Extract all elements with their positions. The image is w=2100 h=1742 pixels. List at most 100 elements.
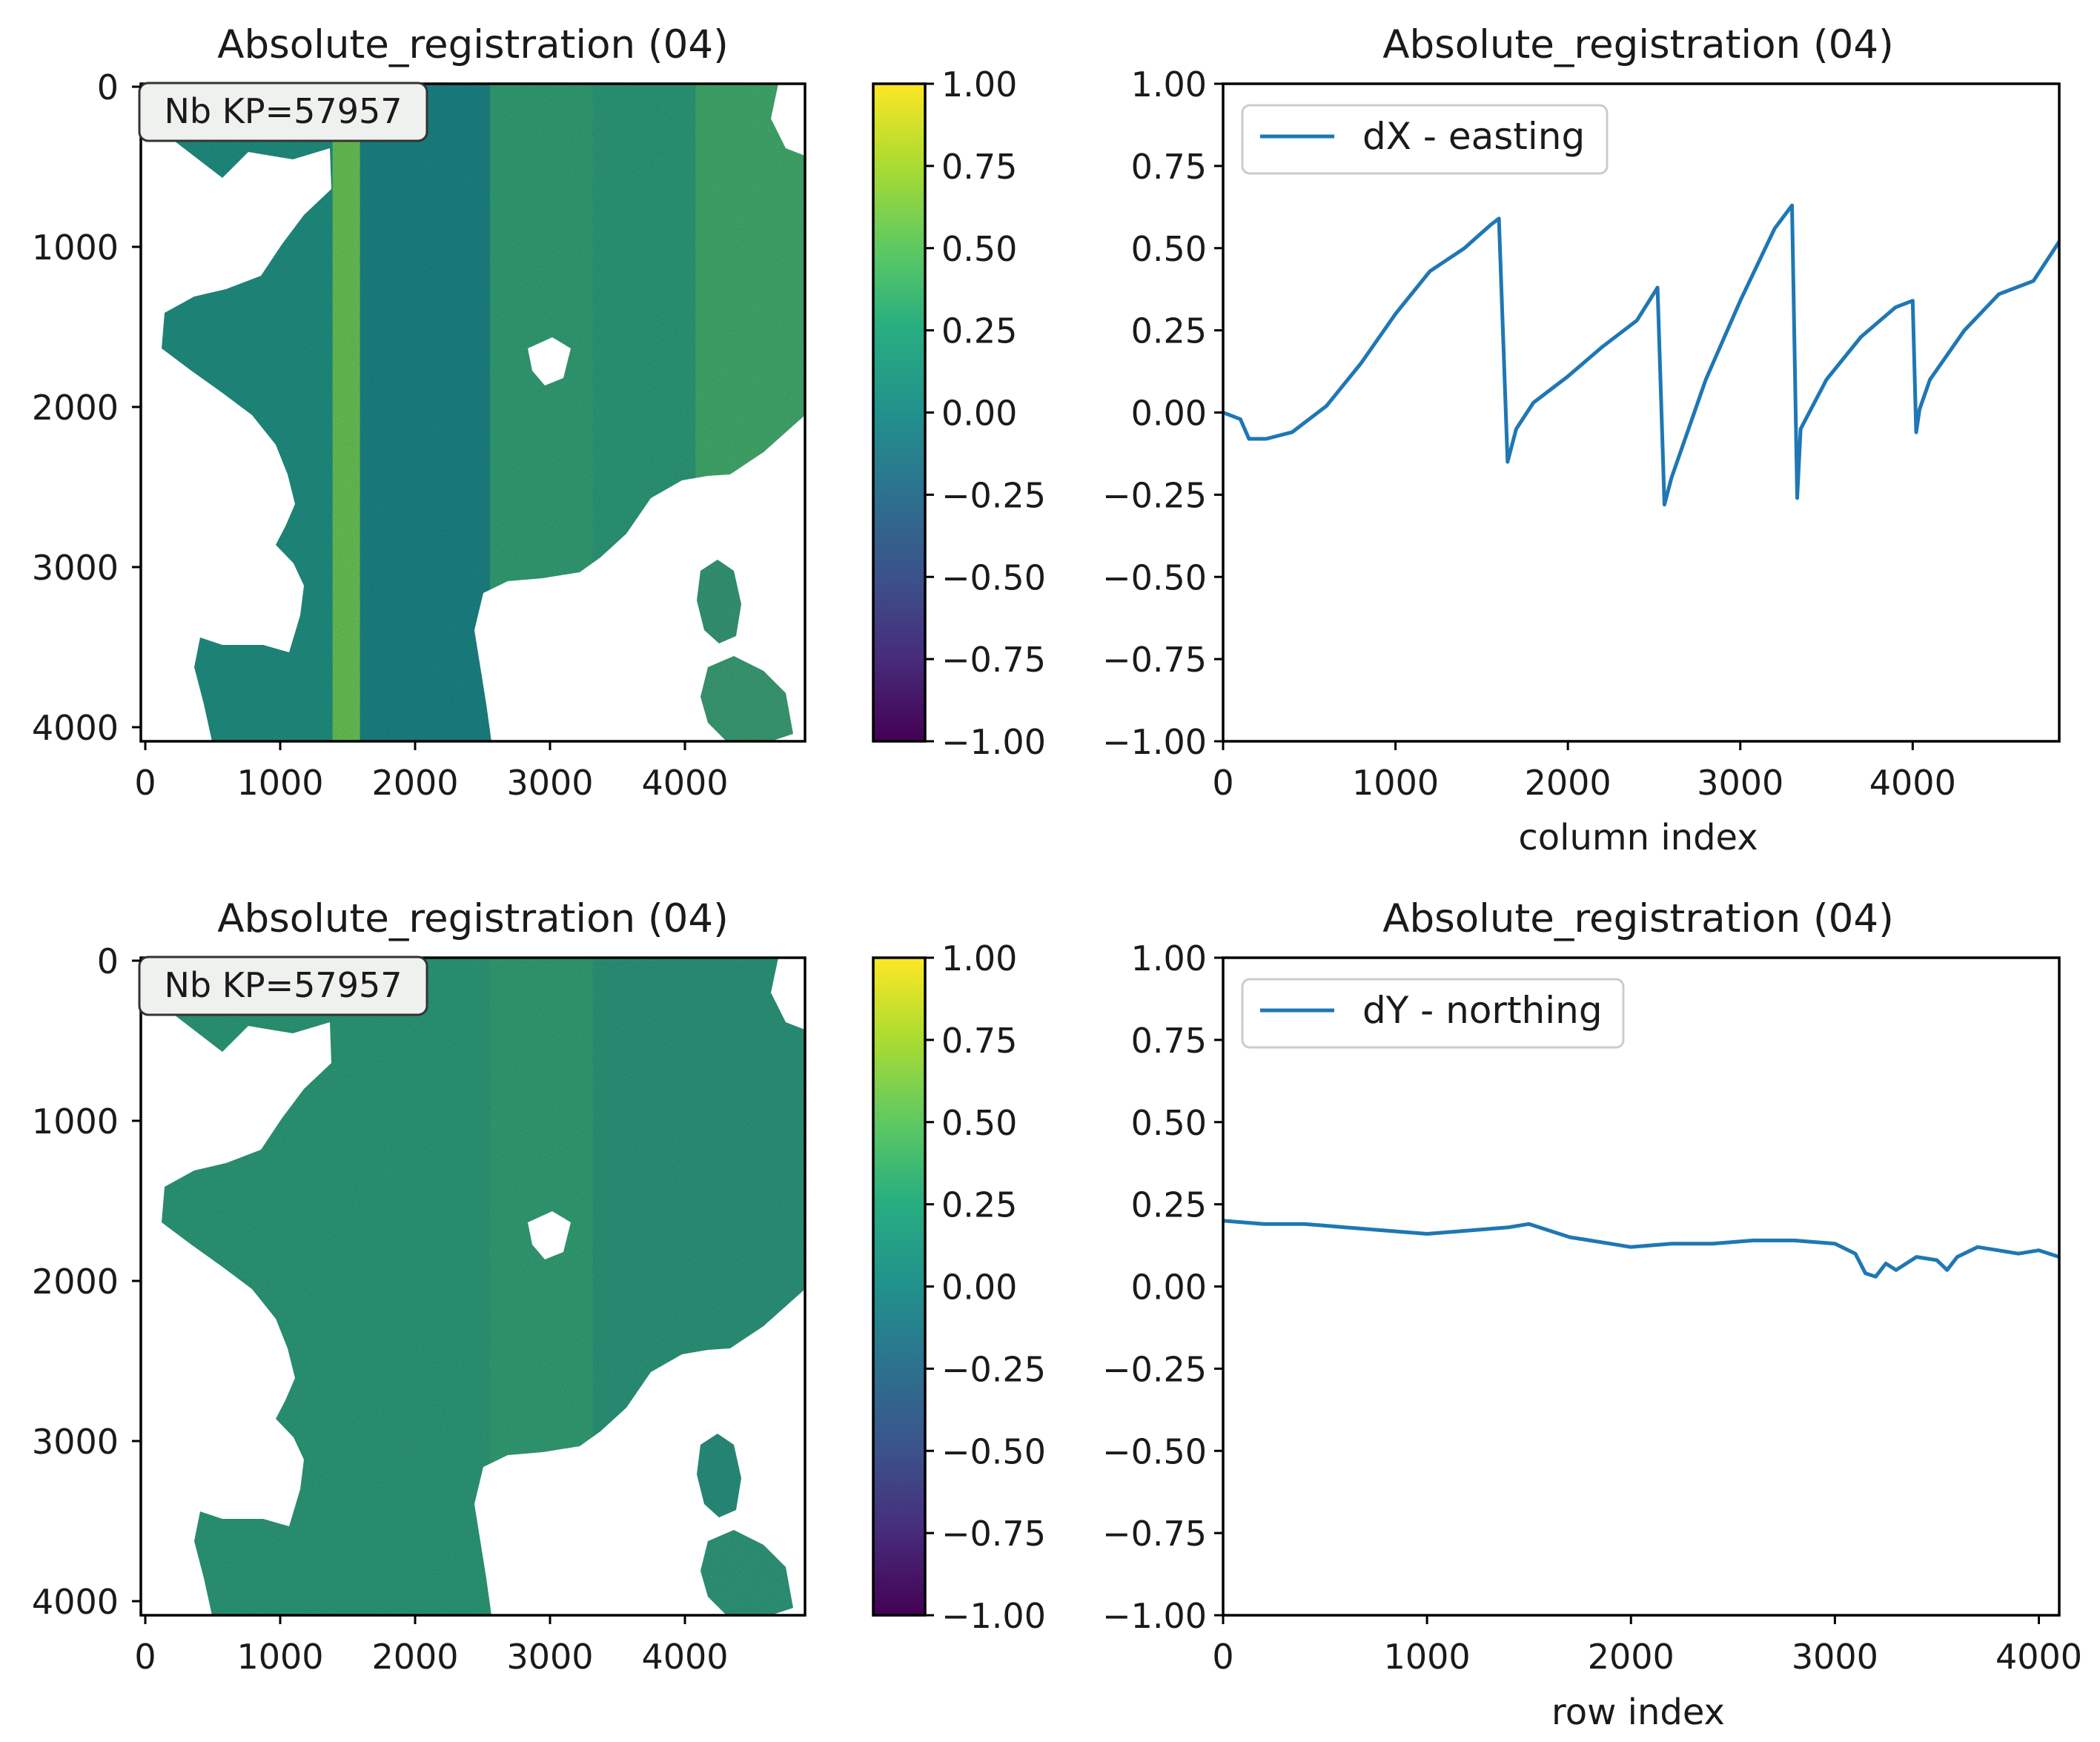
- map-dx-title: Absolute_registration (04): [217, 22, 729, 67]
- map-dx-ytick-label: 0: [97, 67, 119, 107]
- profile-dy-xtick-label: 4000: [1995, 1637, 2082, 1677]
- profile-dx-ytick-label: 0.50: [1131, 229, 1207, 269]
- map-dy-xtick-label: 4000: [641, 1637, 728, 1677]
- colorbar-dx-ticks: 1.00 0.75 0.50 0.25 0.00 −0.25 −0.50 −0.75 −1.00: [925, 64, 1046, 762]
- profile-dy-ytick-label: 0.00: [1131, 1268, 1207, 1308]
- map-dx-ytick-label: 2000: [32, 388, 119, 428]
- colorbar-tick-label: 0.25: [941, 311, 1017, 351]
- map-dy-xtick-label: 1000: [236, 1637, 323, 1677]
- map-band: [332, 84, 361, 741]
- map-dx-frame: [139, 82, 806, 743]
- profile-dy-xtick-label: 0: [1212, 1637, 1233, 1677]
- profile-dy-title: Absolute_registration (04): [1382, 896, 1894, 941]
- map-dx-annotation: Nb KP=57957: [138, 82, 428, 142]
- colorbar-tick-label: 0.50: [941, 229, 1017, 269]
- profile-dx-series-line: [1223, 203, 2059, 507]
- map-dy-annotation: Nb KP=57957: [138, 956, 428, 1016]
- panel-map-dy: Absolute_registration (04) Nb KP=57957: [32, 896, 806, 1677]
- map-dx-xtick-label: 2000: [371, 763, 458, 803]
- map-dy-nodata-mask: [141, 958, 805, 1615]
- map-dx-ytick-label: 1000: [32, 228, 119, 268]
- map-dx-islands: [697, 560, 793, 741]
- profile-dx-xtick-label: 2000: [1525, 763, 1612, 803]
- map-dx-xtick-label: 1000: [236, 763, 323, 803]
- profile-dy-ytick-label: 0.25: [1131, 1185, 1207, 1225]
- colorbar-dy-gradient: [873, 958, 925, 1615]
- map-dx-xtick-label: 3000: [506, 763, 593, 803]
- profile-dy-xtick-label: 1000: [1384, 1637, 1471, 1677]
- map-dy-ytick-label: 0: [97, 941, 119, 981]
- colorbar-tick-label: −0.50: [941, 1431, 1046, 1471]
- profile-dy-xtick-label: 3000: [1792, 1637, 1878, 1677]
- profile-dx-xtick-label: 4000: [1869, 763, 1956, 803]
- profile-dx-frame: [1222, 82, 2061, 743]
- profile-dx-ytick-label: −0.75: [1102, 640, 1207, 680]
- profile-dy-ytick-label: −0.75: [1102, 1514, 1207, 1554]
- profile-dx-legend: dX - easting: [1241, 104, 1609, 175]
- colorbar-tick-label: 0.75: [941, 147, 1017, 187]
- map-dy-xtick-label: 2000: [371, 1637, 458, 1677]
- colorbar-tick-label: −0.25: [941, 475, 1046, 515]
- map-dy-ytick-label: 4000: [32, 1582, 119, 1622]
- profile-dx-ytick-label: 0.75: [1131, 147, 1207, 187]
- map-dy-image: [141, 958, 805, 1615]
- map-dx-yticks: 0 1000 2000 3000 4000: [32, 67, 141, 748]
- colorbar-tick-label: −0.75: [941, 1514, 1046, 1554]
- map-dx-xtick-label: 4000: [641, 763, 728, 803]
- profile-dx-xticks: 0 1000 2000 3000 4000: [1212, 741, 1956, 803]
- colorbar-dy-ticks: 1.00 0.75 0.50 0.25 0.00 −0.25 −0.50 −0.75 −1.00: [925, 938, 1046, 1636]
- colorbar-tick-label: 1.00: [941, 64, 1017, 105]
- map-dx-xticks: 0 1000 2000 3000 4000: [134, 741, 729, 803]
- legend-dx-label: dX - easting: [1362, 115, 1585, 158]
- profile-dy-xtick-label: 2000: [1588, 1637, 1675, 1677]
- map-dx-ytick-label: 4000: [32, 708, 119, 748]
- colorbar-tick-label: 0.50: [941, 1103, 1017, 1143]
- profile-dy-ytick-label: 0.50: [1131, 1103, 1207, 1143]
- map-dx-nodata-mask: [141, 84, 805, 741]
- colorbar-tick-label: −0.50: [941, 557, 1046, 597]
- panel-profile-dy: Absolute_registration (04) 1.00 0.75 0.50 0…: [1102, 896, 2082, 1733]
- profile-dy-xlabel: row index: [1551, 1692, 1725, 1733]
- colorbar-dx: 1.00 0.75 0.50 0.25 0.00 −0.25 −0.50 −0.75 −1.00: [872, 64, 1046, 762]
- map-dy-frame: [139, 956, 806, 1617]
- profile-dy-yticks: 1.00 0.75 0.50 0.25 0.00 −0.25 −0.50 −0.75 −1.00: [1102, 938, 1223, 1636]
- profile-dx-title: Absolute_registration (04): [1382, 22, 1894, 67]
- colorbar-tick-label: −0.75: [941, 640, 1046, 680]
- map-dy-title: Absolute_registration (04): [217, 896, 729, 941]
- colorbar-tick-label: 0.75: [941, 1021, 1017, 1061]
- legend-dy-label: dY - northing: [1362, 989, 1603, 1032]
- map-dy-ytick-label: 2000: [32, 1262, 119, 1302]
- map-dx-xtick-label: 0: [134, 763, 156, 803]
- map-dy-xtick-label: 0: [134, 1637, 156, 1677]
- map-dx-kp-label: Nb KP=57957: [164, 91, 402, 131]
- map-dy-xtick-label: 3000: [506, 1637, 593, 1677]
- colorbar-tick-label: 0.25: [941, 1185, 1017, 1225]
- colorbar-tick-label: −1.00: [941, 722, 1046, 762]
- profile-dy-ytick-label: 1.00: [1131, 938, 1207, 978]
- panel-map-dx: Absolute_registration (04) Nb KP=57957: [32, 22, 806, 803]
- profile-dy-legend: dY - northing: [1241, 978, 1625, 1049]
- map-dy-ytick-label: 1000: [32, 1102, 119, 1142]
- profile-dy-ytick-label: −0.50: [1102, 1431, 1207, 1471]
- panel-profile-dx: Absolute_registration (04) 1.00 0.75 0.50 0…: [1102, 22, 2061, 858]
- profile-dx-ytick-label: −0.50: [1102, 557, 1207, 597]
- map-dx-ytick-label: 3000: [32, 548, 119, 588]
- profile-dy-xticks: 0 1000 2000 3000 4000: [1212, 1615, 2082, 1677]
- map-dy-xticks: 0 1000 2000 3000 4000: [134, 1615, 729, 1677]
- colorbar-tick-label: 1.00: [941, 938, 1017, 978]
- profile-dx-xtick-label: 1000: [1352, 763, 1439, 803]
- profile-dy-frame: [1222, 956, 2061, 1617]
- profile-dy-ytick-label: −0.25: [1102, 1349, 1207, 1389]
- map-dy-islands: [697, 1434, 793, 1615]
- colorbar-tick-label: 0.00: [941, 394, 1017, 434]
- colorbar-tick-label: 0.00: [941, 1268, 1017, 1308]
- profile-dy-series-line: [1223, 1219, 2059, 1279]
- profile-dx-ytick-label: −1.00: [1102, 722, 1207, 762]
- profile-dx-ytick-label: 1.00: [1131, 64, 1207, 105]
- colorbar-dx-gradient: [873, 84, 925, 741]
- map-dy-ytick-label: 3000: [32, 1422, 119, 1462]
- colorbar-tick-label: −0.25: [941, 1349, 1046, 1389]
- profile-dx-xtick-label: 3000: [1697, 763, 1783, 803]
- profile-dx-ytick-label: −0.25: [1102, 475, 1207, 515]
